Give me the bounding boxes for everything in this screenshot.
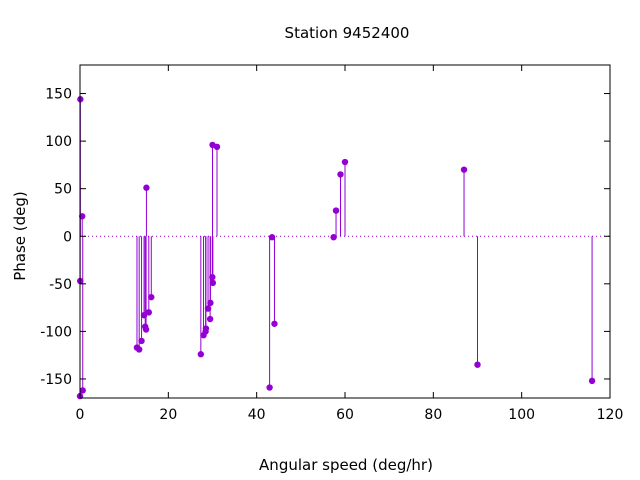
x-tick-label: 0 [76,407,85,423]
data-point [474,361,481,368]
x-tick-label: 80 [424,407,442,423]
data-point [209,279,217,287]
data-point [268,234,276,241]
y-tick-label: 100 [45,134,72,150]
data-point [148,293,155,301]
plot-area [76,96,610,400]
data-point [138,337,145,345]
y-tick-label: -100 [40,324,72,340]
y-tick-label: 50 [54,182,72,198]
data-point [330,234,337,241]
x-axis-label: Angular speed (deg/hr) [259,456,433,474]
y-tick-label: 150 [45,87,72,103]
data-point [266,384,273,391]
data-point [337,171,344,178]
data-point [460,166,468,173]
data-point [588,377,596,385]
axis-ticks: 0 20 40 60 80 100 120 -150 -100 -50 0 50 100 150 [40,65,623,423]
data-point [271,320,278,327]
data-point [145,309,153,316]
data-point [79,213,86,220]
data-point [213,143,221,151]
data-point [135,346,143,353]
data-point [206,315,214,323]
data-point [143,184,150,191]
chart-title: Station 9452400 [285,24,410,42]
x-tick-label: 20 [159,407,177,423]
y-tick-label: -50 [49,277,72,293]
y-tick-label: 0 [63,229,72,245]
data-point [207,299,214,307]
data-point [209,273,216,281]
data-point [197,351,205,358]
y-axis-label: Phase (deg) [11,191,29,281]
y-tick-label: -150 [40,372,72,388]
x-tick-label: 100 [508,407,535,423]
data-point [142,326,150,333]
data-point [341,158,349,166]
x-tick-label: 120 [597,407,624,423]
data-point [79,387,86,394]
data-point [202,325,210,332]
x-tick-label: 60 [336,407,354,423]
data-point [332,207,340,214]
x-tick-label: 40 [248,407,266,423]
